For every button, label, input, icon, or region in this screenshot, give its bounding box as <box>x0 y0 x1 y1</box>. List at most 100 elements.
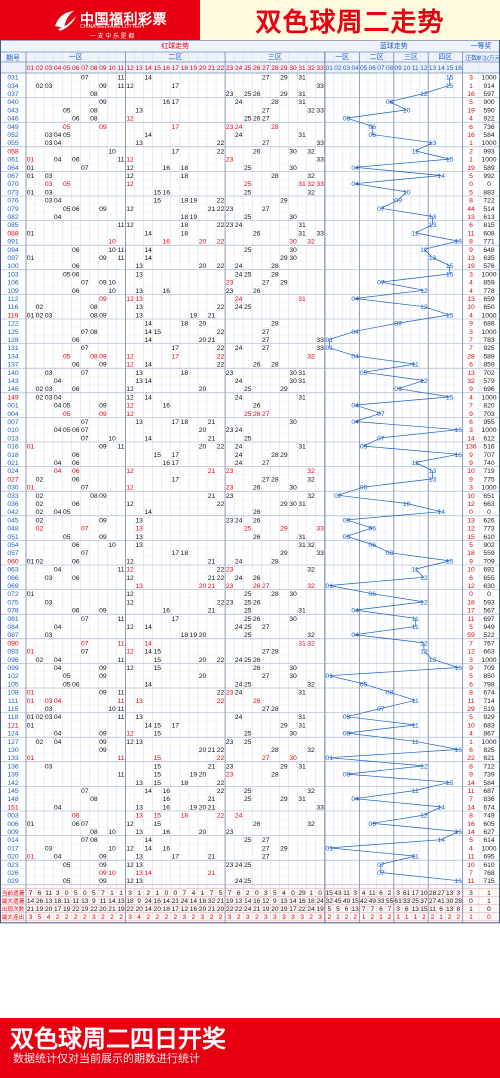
red-ball: 04 <box>54 468 62 475</box>
prize-count: 9 <box>469 460 473 467</box>
blue-stat: 6 <box>405 906 409 913</box>
period-label: 122 <box>7 321 19 328</box>
blue-number-header: 11 <box>412 65 419 72</box>
red-ball: 08 <box>90 116 98 123</box>
red-ball: 13 <box>135 870 143 877</box>
red-ball: 03 <box>45 575 53 582</box>
blue-stat: 2 <box>456 914 460 921</box>
red-ball: 26 <box>253 657 261 664</box>
red-stat: 20 <box>217 906 225 913</box>
blue-ball: 15 <box>446 558 454 565</box>
blue-trend-segment <box>432 257 450 267</box>
red-ball: 13 <box>135 271 143 278</box>
red-ball: 05 <box>63 181 71 188</box>
prize-count: 28 <box>467 353 475 360</box>
red-ball: 15 <box>153 813 161 820</box>
blue-ball: 11 <box>412 854 419 861</box>
red-ball: 25 <box>244 657 252 664</box>
red-ball: 30 <box>289 755 297 762</box>
red-ball: 31 <box>298 378 306 385</box>
prize-unit: 0 <box>487 509 491 516</box>
red-ball: 07 <box>81 75 89 82</box>
prize-count: 11 <box>467 788 474 795</box>
red-ball: 13 <box>135 304 143 311</box>
red-ball: 16 <box>162 99 170 106</box>
red-stat: 4 <box>192 890 196 897</box>
red-ball: 03 <box>45 394 53 401</box>
red-number-header: 04 <box>54 65 62 72</box>
blue-stat: 2 <box>345 914 349 921</box>
prize-unit: 1000 <box>481 329 496 336</box>
red-number-header: 21 <box>208 65 216 72</box>
blue-stat: 2 <box>370 914 374 921</box>
red-ball: 26 <box>253 583 261 590</box>
prize-count: 14 <box>467 804 475 811</box>
red-stat: 3 <box>228 914 232 921</box>
red-ball: 21 <box>208 312 216 319</box>
blue-trend-segment <box>415 462 433 472</box>
blue-ball: 12 <box>420 91 428 98</box>
red-stat: 19 <box>226 898 234 905</box>
footer-note: 数据统计仅对当前展示的期数进行统计 <box>13 1053 200 1065</box>
prize-count: 4 <box>469 312 473 319</box>
prize-unit: 516 <box>483 444 495 451</box>
red-stat: 19 <box>316 906 324 913</box>
blue-ball: 14 <box>437 173 445 180</box>
blue-ball: 11 <box>412 698 419 705</box>
prize-unit: 584 <box>483 780 495 787</box>
red-ball: 03 <box>45 189 53 196</box>
red-ball: 08 <box>90 353 98 360</box>
red-number-header: 14 <box>145 65 153 72</box>
prize-count: 0 <box>469 591 473 598</box>
red-ball: 29 <box>280 452 288 459</box>
red-ball: 30 <box>289 239 297 246</box>
prize-count: 4 <box>469 731 473 738</box>
red-ball: 24 <box>235 575 243 582</box>
blue-ball: 13 <box>429 222 437 229</box>
red-ball: 09 <box>99 296 107 303</box>
blue-trend-segment <box>355 421 459 431</box>
red-ball: 12 <box>126 567 134 574</box>
blue-trend-segment <box>380 429 459 439</box>
blue-ball: 05 <box>360 681 368 688</box>
blue-ball: 16 <box>455 239 463 246</box>
blue-trend-segment <box>372 544 390 554</box>
red-ball: 06 <box>72 247 80 254</box>
red-ball: 08 <box>90 304 98 311</box>
period-label: 103 <box>7 271 19 278</box>
red-ball: 12 <box>126 591 134 598</box>
red-ball: 20 <box>199 657 207 664</box>
red-stat: 11 <box>72 898 79 905</box>
red-ball: 03 <box>45 599 53 606</box>
period-label: 128 <box>7 337 19 344</box>
red-stat: 19 <box>117 906 125 913</box>
red-ball: 12 <box>126 624 134 631</box>
blue-stat: 1 <box>362 914 366 921</box>
red-ball: 05 <box>63 124 71 131</box>
red-ball: 22 <box>217 813 225 820</box>
blue-stat: 3 <box>396 890 400 897</box>
blue-trend-segment <box>372 593 424 603</box>
red-ball: 01 <box>27 485 35 492</box>
red-ball: 08 <box>90 91 98 98</box>
red-ball: 26 <box>253 698 261 705</box>
red-ball: 27 <box>262 411 270 418</box>
blue-ball: 06 <box>369 132 377 139</box>
red-ball: 31 <box>298 394 306 401</box>
prize-unit: 0 <box>487 591 491 598</box>
prize-unit: 739 <box>483 772 495 779</box>
red-ball: 14 <box>144 362 152 369</box>
prize-count: 16 <box>467 821 475 828</box>
blue-stat: 45 <box>334 898 342 905</box>
prize-unit: 867 <box>483 731 495 738</box>
prize-unit: 902 <box>483 542 495 549</box>
blue-stat: 32 <box>326 898 334 905</box>
prize-unit-header: 单注(万元) <box>476 54 500 62</box>
prize-count: 7 <box>469 796 473 803</box>
red-ball: 26 <box>253 288 261 295</box>
red-ball: 30 <box>289 148 297 155</box>
red-ball: 21 <box>208 468 216 475</box>
red-number-header: 26 <box>253 65 261 72</box>
red-ball: 01 <box>27 854 35 861</box>
period-label: 148 <box>7 796 19 803</box>
